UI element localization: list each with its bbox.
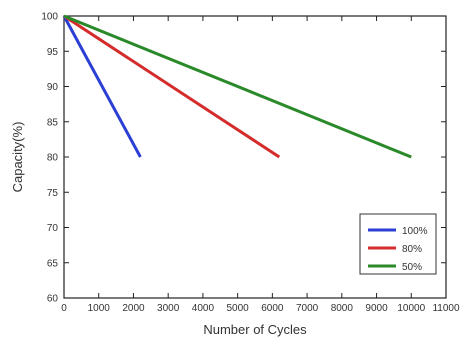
y-tick-label: 70 (47, 223, 59, 234)
x-tick-label: 11000 (432, 303, 460, 314)
series-group (62, 14, 412, 159)
x-tick-label: 10000 (397, 303, 425, 314)
x-tick-label: 6000 (261, 303, 284, 314)
x-tick-label: 8000 (331, 303, 354, 314)
series-line-100pct (62, 15, 142, 158)
x-tick-label: 2000 (122, 303, 145, 314)
x-tick-label: 5000 (227, 303, 250, 314)
series-line-50pct (63, 14, 412, 159)
x-tick-label: 0 (61, 303, 67, 314)
x-tick-label: 1000 (88, 303, 111, 314)
legend-label: 100% (402, 226, 428, 237)
x-tick-label: 4000 (192, 303, 215, 314)
x-axis: 0 1000 2000 3000 4000 5000 6000 7000 8000 9000 100… (61, 16, 460, 314)
legend-label: 80% (402, 244, 422, 255)
x-tick-label: 7000 (296, 303, 319, 314)
y-axis: 60 65 70 75 80 85 90 95 100 (41, 12, 446, 305)
y-tick-label: 60 (47, 294, 59, 305)
y-tick-label: 100 (41, 12, 58, 23)
x-axis-title: Number of Cycles (203, 322, 307, 337)
y-tick-label: 95 (47, 47, 59, 58)
y-tick-label: 80 (47, 153, 59, 164)
x-tick-label: 3000 (157, 303, 180, 314)
series-line-80pct (63, 14, 281, 159)
legend-label: 50% (402, 262, 422, 273)
legend: 100% 80% 50% (359, 213, 437, 275)
y-tick-label: 65 (47, 258, 59, 269)
legend-box (359, 213, 437, 275)
x-tick-label: 9000 (365, 303, 388, 314)
y-tick-label: 90 (47, 82, 59, 93)
y-tick-label: 85 (47, 117, 59, 128)
y-tick-label: 75 (47, 188, 59, 199)
y-axis-title: Capacity(%) (10, 122, 25, 193)
